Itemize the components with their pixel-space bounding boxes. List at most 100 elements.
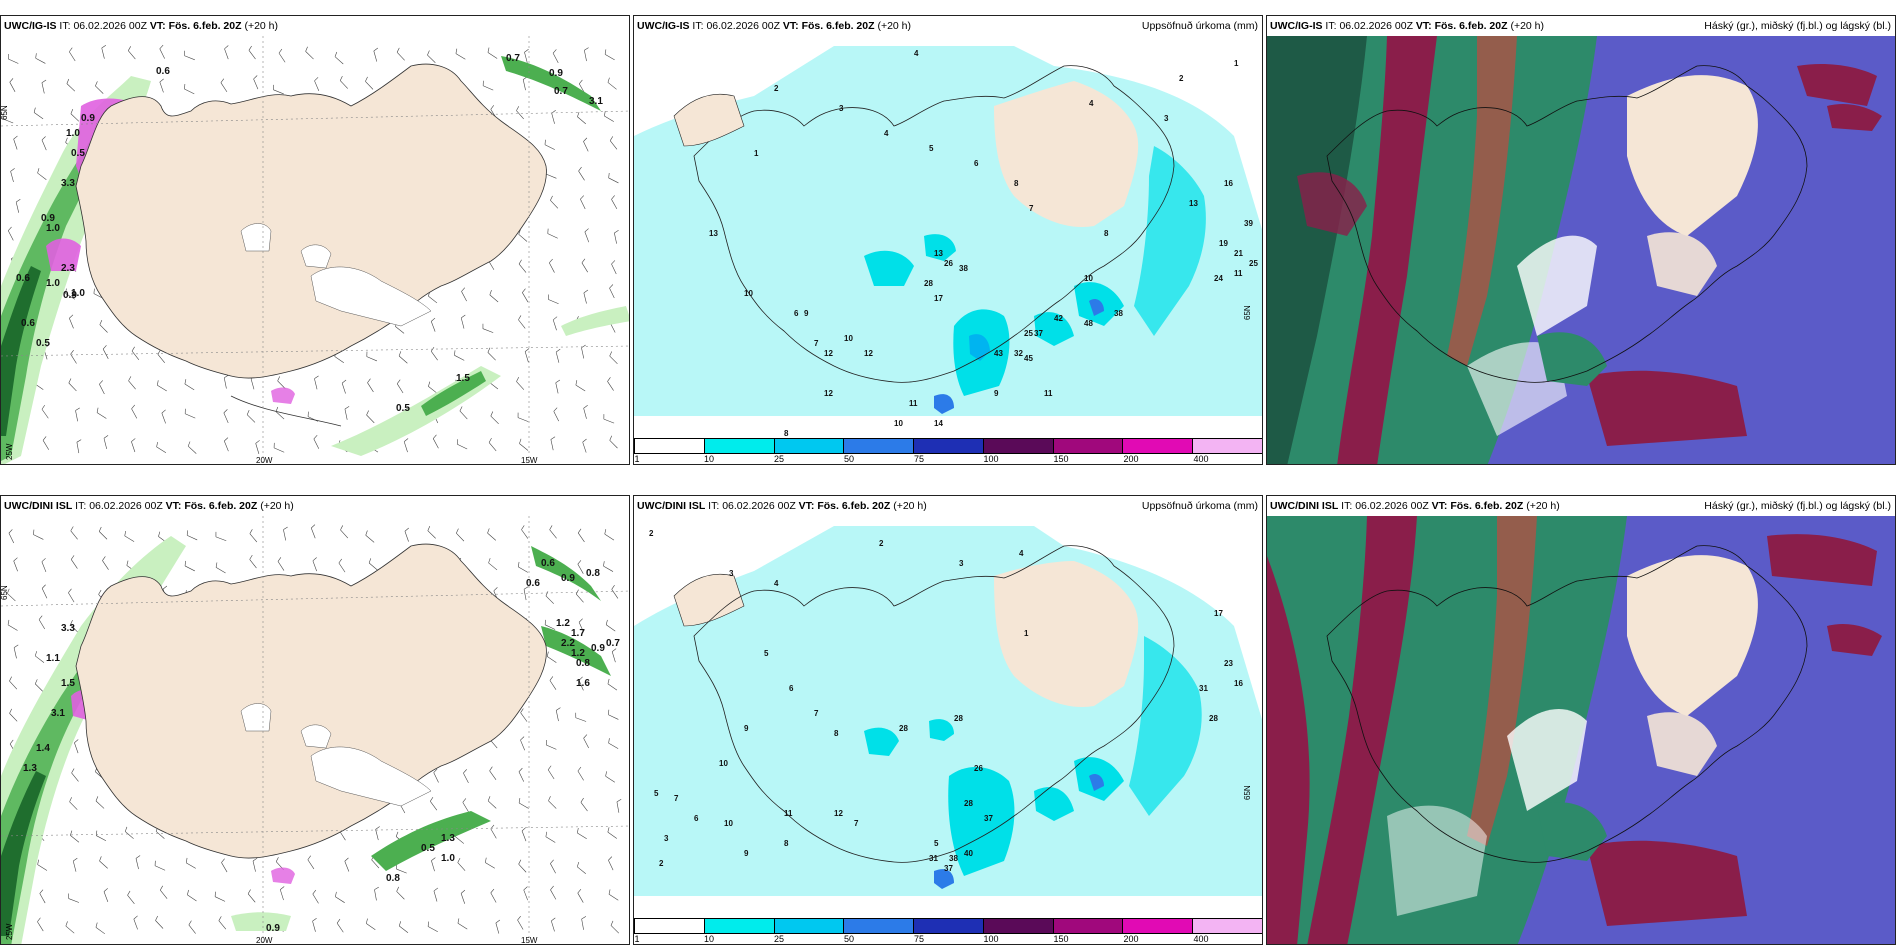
wind-barb (489, 770, 497, 780)
map-value-label: 0.7 (606, 638, 620, 649)
wind-barb-flag (520, 708, 524, 713)
wind-barb (33, 534, 44, 540)
colorbar-label: 100 (983, 934, 999, 944)
wind-barb-flag (248, 45, 252, 51)
lead-time: (+20 h) (1510, 20, 1545, 32)
wind-barb-flag (34, 679, 38, 685)
wind-barb (277, 561, 285, 571)
map-value-label: 42 (1054, 314, 1063, 323)
wind-barb (431, 860, 435, 872)
wind-barb-flag (517, 915, 521, 921)
map-value-label: 1.7 (571, 628, 585, 639)
wind-barb (395, 326, 405, 334)
wind-barb-flag (551, 917, 556, 922)
wind-barb (278, 52, 286, 63)
wind-barb (155, 831, 165, 839)
wind-barb (41, 409, 49, 419)
wind-barb (13, 560, 18, 572)
wind-barb-flag (550, 859, 554, 864)
colorbar-label: 150 (1053, 934, 1069, 944)
colorbar-label: 150 (1053, 454, 1069, 464)
map-value-label: 0.7 (506, 53, 520, 64)
wind-barb-flag (607, 827, 610, 833)
wind-barb-flag (487, 347, 491, 353)
map-value-label: 0.9 (41, 213, 55, 224)
wind-barb-flag (366, 410, 369, 416)
wind-barb (427, 926, 438, 932)
wind-barb-flag (545, 591, 549, 597)
wind-barb-flag (184, 379, 187, 385)
init-time: 06.02.2026 00Z (722, 500, 796, 512)
wind-barb (218, 920, 227, 930)
init-label: IT: (59, 20, 71, 32)
panel-ig-is-precip: UWC/IG-IS IT: 06.02.2026 00Z VT: Fös. 6.… (633, 15, 1263, 465)
map-value-label: 1.3 (441, 833, 455, 844)
iceland-land (75, 543, 547, 859)
wind-barb-flag (427, 50, 430, 56)
map-value-label: 12 (834, 809, 843, 818)
wind-barb-flag (249, 554, 253, 560)
wind-barb (583, 738, 589, 749)
model-name: UWC/IG-IS (4, 20, 57, 32)
wind-barb-flag (99, 320, 103, 325)
wind-barb (223, 377, 227, 389)
colorbar-cell (704, 439, 775, 453)
wind-barb-flag (604, 111, 606, 117)
wind-barb (187, 894, 197, 902)
wind-barb-flag (488, 437, 492, 443)
wind-barb-flag (13, 644, 19, 648)
map-value-label: 28 (1209, 714, 1218, 723)
panel-dini-wind: UWC/DINI ISL IT: 06.02.2026 00Z VT: Fös.… (0, 495, 630, 945)
map-cloud (1267, 516, 1895, 944)
wind-barb (547, 769, 555, 780)
wind-barb (603, 418, 615, 424)
wind-barb (519, 443, 529, 451)
lat-label: 65N (1243, 785, 1252, 800)
wind-barb (428, 295, 438, 304)
wind-barb-flag (69, 797, 72, 802)
wind-barb (608, 894, 619, 901)
wind-barb-flag (185, 857, 188, 863)
wind-barb-flag (552, 49, 557, 54)
map-value-label: 1 (1024, 629, 1029, 638)
wind-barb (277, 380, 286, 389)
wind-barb (549, 262, 555, 273)
wind-barb (457, 923, 468, 930)
wind-barb (101, 47, 105, 59)
map-precip: 4321456871310282617133825324543374248381… (634, 36, 1262, 464)
map-value-label: 0.5 (36, 338, 50, 349)
map-value-label: 0.6 (16, 273, 30, 284)
wind-barb-flag (365, 76, 368, 82)
wind-barb (524, 52, 528, 63)
wind-barb (555, 382, 559, 394)
colorbar-label: 75 (913, 934, 925, 944)
wind-barb-flag (95, 796, 99, 802)
wind-barb (371, 859, 380, 869)
wind-barb (609, 355, 618, 365)
wind-barb-flag (584, 228, 589, 233)
colorbar-label: 25 (773, 454, 785, 464)
wind-barb-flag (524, 348, 530, 352)
map-wind: 0.60.9 0.80.61.21.70.9 0.71.20.81.63.31.11… (1, 516, 629, 944)
wind-barb-flag (162, 585, 168, 590)
wind-barb-flag (550, 195, 553, 201)
wind-barb (550, 200, 559, 209)
wind-barb (339, 80, 348, 89)
map-value-label: 3 (1164, 114, 1169, 123)
wind-barb-flag (518, 859, 522, 865)
wind-barb (581, 347, 585, 359)
colorbar-cell (1193, 439, 1262, 453)
wind-barb-flag (95, 81, 98, 87)
map-value-label: 25 (1024, 329, 1033, 338)
wind-barb (99, 531, 108, 540)
wind-barb (366, 414, 375, 424)
map-value-label: 9 (744, 849, 749, 858)
colorbar-cell (914, 919, 984, 933)
map-value-label: 39 (1244, 219, 1253, 228)
wind-barb-flag (608, 738, 610, 744)
init-time: 06.02.2026 00Z (73, 20, 147, 32)
wind-barb (611, 651, 616, 663)
init-label: IT: (1325, 20, 1337, 32)
wind-barb (70, 835, 80, 843)
init-time: 06.02.2026 00Z (1355, 500, 1429, 512)
